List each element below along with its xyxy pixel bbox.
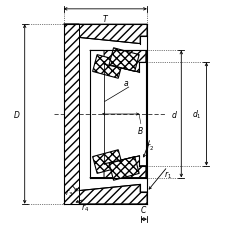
Polygon shape [109, 157, 139, 180]
Text: $r_4$: $r_4$ [80, 202, 89, 213]
Text: $r_1$: $r_1$ [163, 169, 171, 181]
Polygon shape [109, 49, 139, 72]
Polygon shape [92, 55, 122, 79]
Polygon shape [63, 25, 79, 204]
Text: $r_2$: $r_2$ [146, 141, 154, 152]
Text: C: C [141, 205, 146, 214]
Polygon shape [63, 25, 146, 44]
Text: D: D [14, 110, 20, 119]
Text: $r_3$: $r_3$ [65, 186, 73, 198]
Polygon shape [92, 150, 122, 174]
Polygon shape [90, 51, 145, 73]
Polygon shape [63, 185, 146, 204]
Text: $d_1$: $d_1$ [191, 108, 201, 121]
Text: d: d [171, 110, 176, 119]
Text: $B$: $B$ [137, 125, 144, 136]
Polygon shape [90, 156, 145, 178]
Text: T: T [103, 15, 107, 24]
Text: $a$: $a$ [123, 78, 129, 87]
